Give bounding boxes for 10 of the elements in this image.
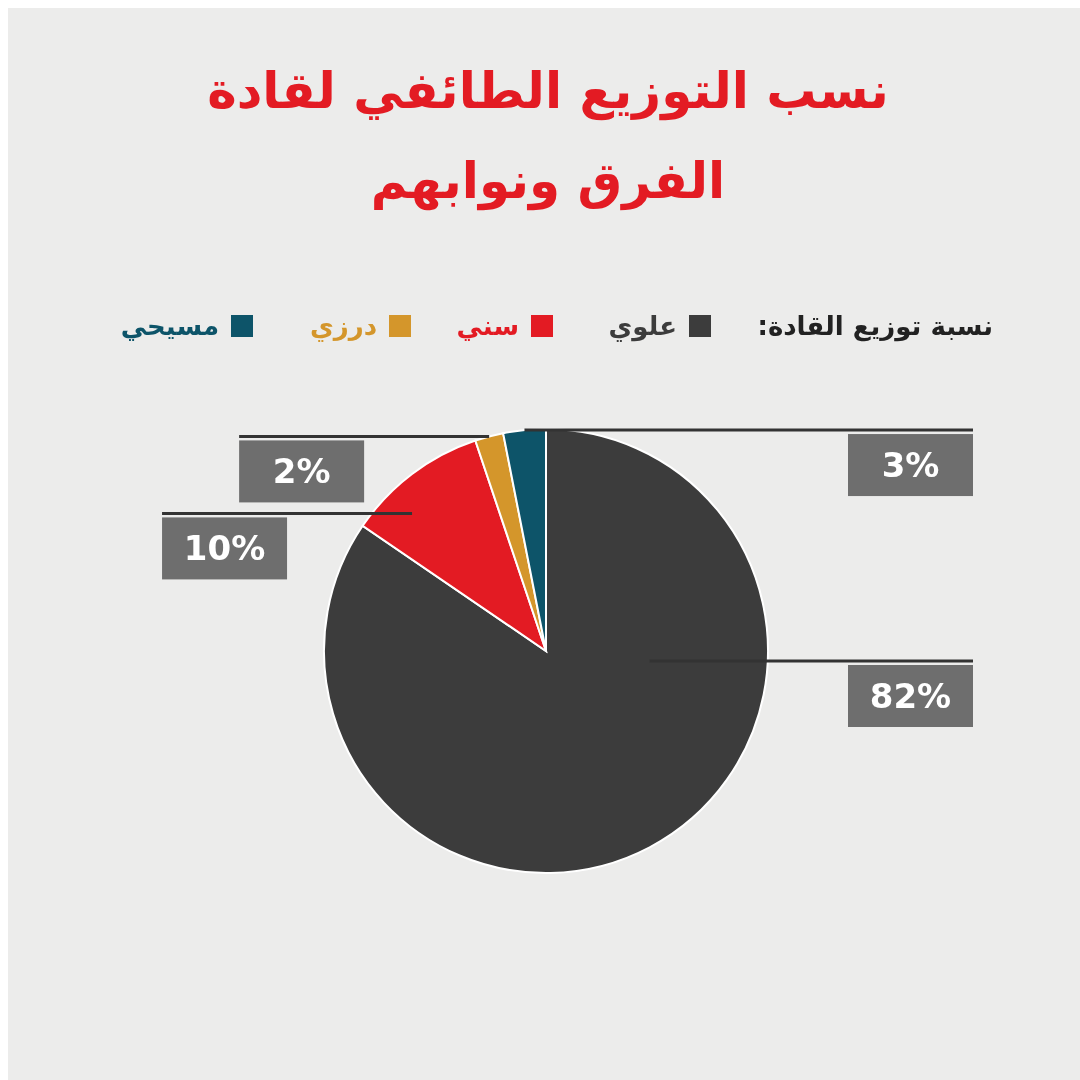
data-label: 2%	[272, 451, 331, 492]
data-label: 82%	[869, 676, 952, 716]
legend-label: علوي	[608, 311, 677, 342]
legend-title: نسبة توزيع القادة:	[757, 311, 993, 342]
legend-label: مسيحي	[120, 311, 219, 341]
legend-label: سني	[456, 311, 519, 341]
legend-label: درزي	[309, 311, 377, 342]
data-label: 10%	[183, 528, 266, 569]
data-label: 3%	[881, 445, 940, 486]
chart-title: نسب التوزيع الطائفي لقادة الفرق ونوابهم	[207, 62, 889, 211]
